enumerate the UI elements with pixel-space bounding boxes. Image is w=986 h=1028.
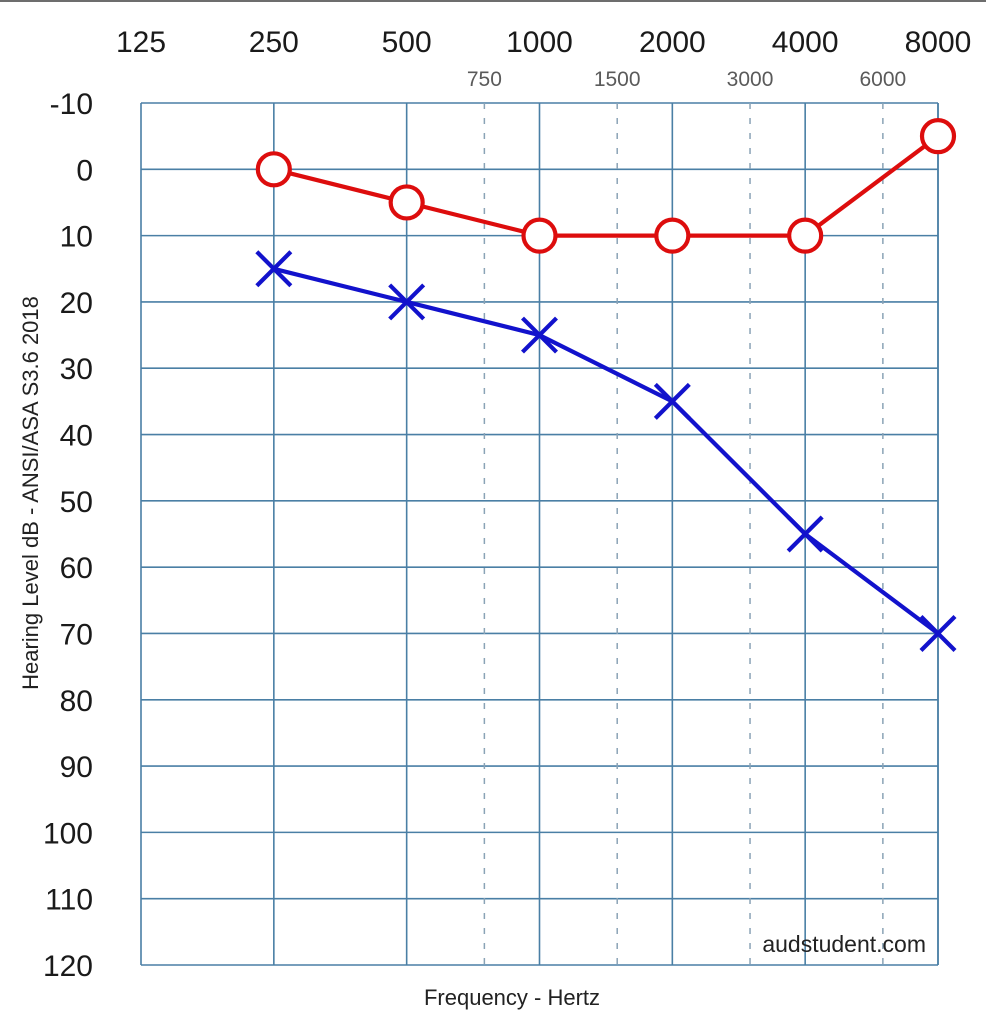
circle-marker bbox=[255, 151, 292, 188]
y-tick-label: 100 bbox=[43, 817, 93, 850]
y-tick-label: 0 bbox=[76, 154, 93, 187]
y-tick-label: 20 bbox=[60, 287, 93, 320]
y-tick-label: -10 bbox=[50, 88, 93, 121]
x-marker-stroke bbox=[255, 250, 293, 288]
circle-marker bbox=[654, 217, 691, 254]
x-minor-tick-label: 6000 bbox=[860, 68, 907, 91]
x-minor-tick-label: 1500 bbox=[594, 68, 641, 91]
y-tick-label: 120 bbox=[43, 950, 93, 983]
y-tick-label: 60 bbox=[60, 552, 93, 585]
x-tick-labels: 125 250 500 1000 2000 4000 8000 750 1500 3000 6000 bbox=[116, 26, 971, 91]
x-marker-stroke bbox=[786, 515, 824, 553]
x-minor-tick-label: 3000 bbox=[727, 68, 774, 91]
data-series bbox=[255, 118, 957, 652]
y-tick-label: 70 bbox=[60, 618, 93, 651]
y-tick-label: 110 bbox=[45, 884, 93, 917]
x-marker bbox=[255, 250, 293, 288]
y-tick-label: 40 bbox=[60, 420, 93, 453]
y-tick-label: 10 bbox=[60, 221, 93, 254]
y-tick-label: 90 bbox=[60, 751, 93, 784]
y-axis-title: Hearing Level dB - ANSI/ASA S3.6 2018 bbox=[18, 296, 43, 690]
x-marker bbox=[388, 283, 426, 321]
x-tick-label: 4000 bbox=[772, 26, 839, 59]
x-tick-label: 8000 bbox=[905, 26, 972, 59]
x-marker-stroke bbox=[653, 382, 691, 420]
x-minor-tick-label: 750 bbox=[467, 68, 502, 91]
circle-marker bbox=[521, 217, 558, 254]
x-marker bbox=[786, 515, 824, 553]
x-tick-label: 250 bbox=[249, 26, 299, 59]
x-tick-label: 125 bbox=[116, 26, 166, 59]
x-marker bbox=[653, 382, 691, 420]
x-marker-stroke bbox=[521, 316, 558, 354]
circle-marker bbox=[919, 118, 957, 155]
y-tick-labels: -10 0 10 20 30 40 50 60 70 80 90 100 110 120 bbox=[43, 88, 93, 983]
x-marker bbox=[919, 614, 957, 652]
x-tick-label: 1000 bbox=[506, 26, 573, 59]
x-marker-stroke bbox=[388, 283, 426, 321]
x-tick-label: 2000 bbox=[639, 26, 706, 59]
circle-marker bbox=[388, 184, 425, 221]
y-tick-label: 80 bbox=[60, 685, 93, 718]
watermark-text: audstudent.com bbox=[762, 931, 926, 957]
x-axis-title: Frequency - Hertz bbox=[424, 985, 600, 1010]
x-marker bbox=[521, 316, 558, 354]
x-tick-label: 500 bbox=[382, 26, 432, 59]
series-line-circle bbox=[273, 134, 940, 238]
x-marker-stroke bbox=[919, 614, 957, 652]
circle-marker bbox=[787, 217, 824, 254]
series-line-x bbox=[273, 266, 940, 636]
y-tick-label: 50 bbox=[60, 486, 93, 519]
y-tick-label: 30 bbox=[60, 353, 93, 386]
top-border bbox=[0, 0, 986, 2]
